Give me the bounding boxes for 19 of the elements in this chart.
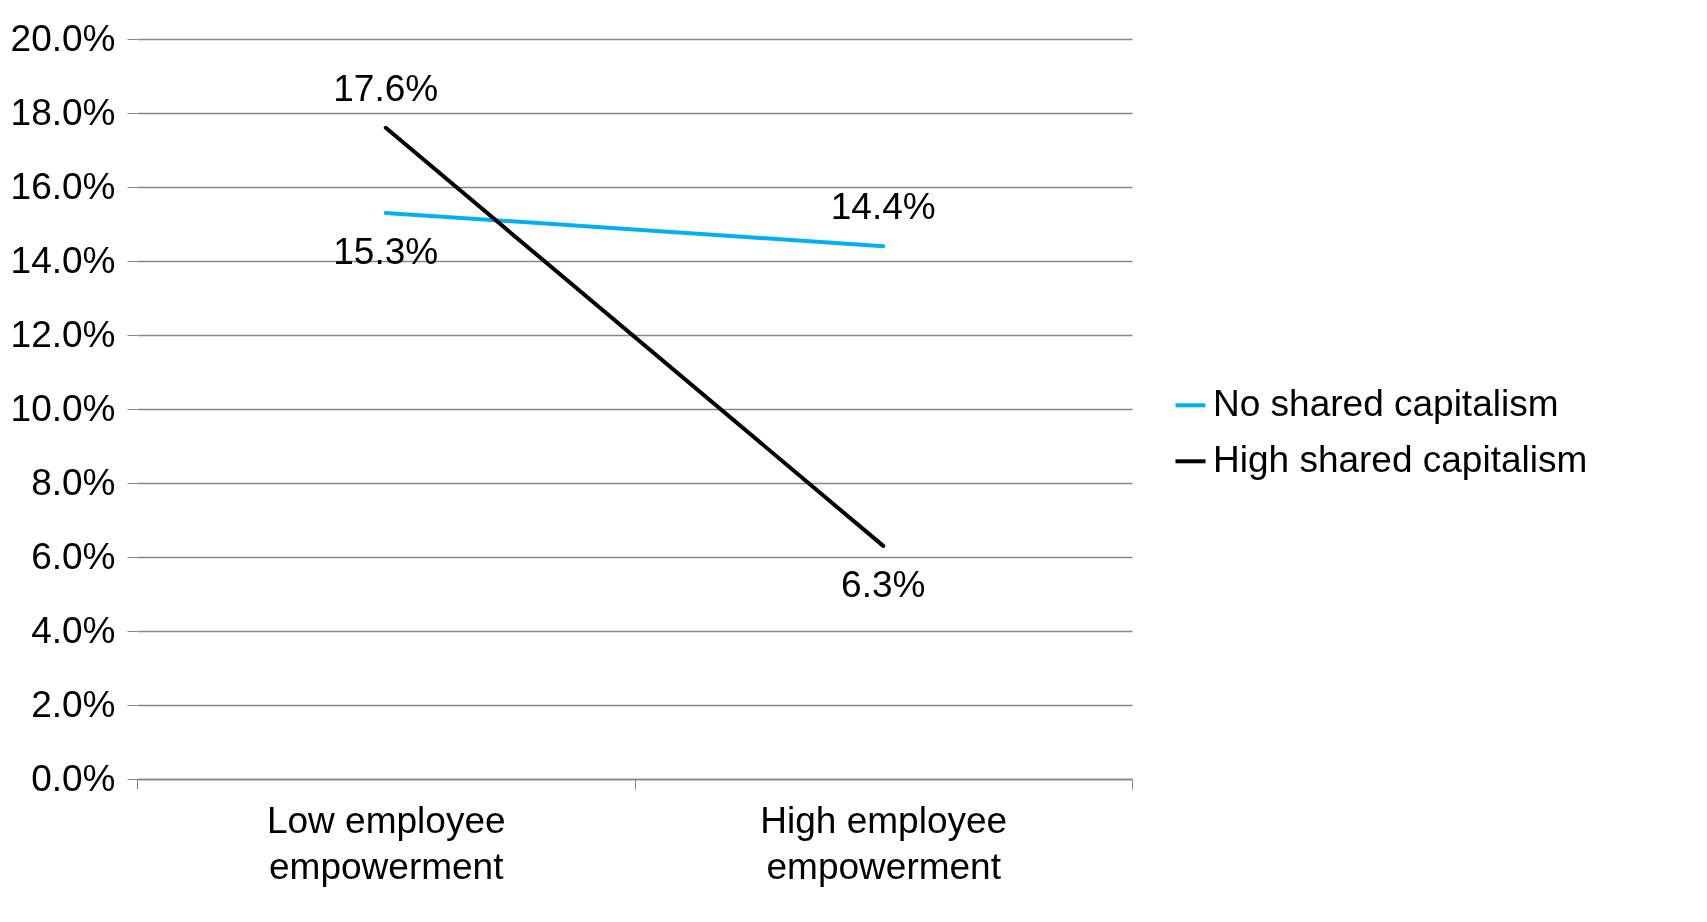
y-tick-label: 10.0% bbox=[10, 387, 116, 429]
data-label: 15.3% bbox=[333, 230, 439, 272]
y-tick-label: 18.0% bbox=[10, 91, 116, 133]
x-tick-label: Low employee empowerment bbox=[266, 799, 506, 887]
data-label: 14.4% bbox=[830, 186, 936, 228]
legend-label: High shared capitalism bbox=[1213, 439, 1588, 481]
y-tick-label: 6.0% bbox=[31, 535, 116, 577]
legend-label: No shared capitalism bbox=[1213, 383, 1559, 425]
data-label: 6.3% bbox=[841, 563, 926, 605]
y-tick-label: 20.0% bbox=[10, 17, 116, 59]
y-tick-label: 12.0% bbox=[10, 313, 116, 355]
data-label: 17.6% bbox=[333, 67, 439, 109]
x-tick-label: High employee empowerment bbox=[760, 799, 1008, 887]
y-tick-label: 0.0% bbox=[31, 757, 116, 799]
y-tick-label: 4.0% bbox=[31, 609, 116, 651]
y-tick-label: 2.0% bbox=[31, 683, 116, 725]
y-tick-label: 8.0% bbox=[31, 461, 116, 503]
y-tick-label: 14.0% bbox=[10, 239, 116, 281]
y-tick-label: 16.0% bbox=[10, 165, 116, 207]
